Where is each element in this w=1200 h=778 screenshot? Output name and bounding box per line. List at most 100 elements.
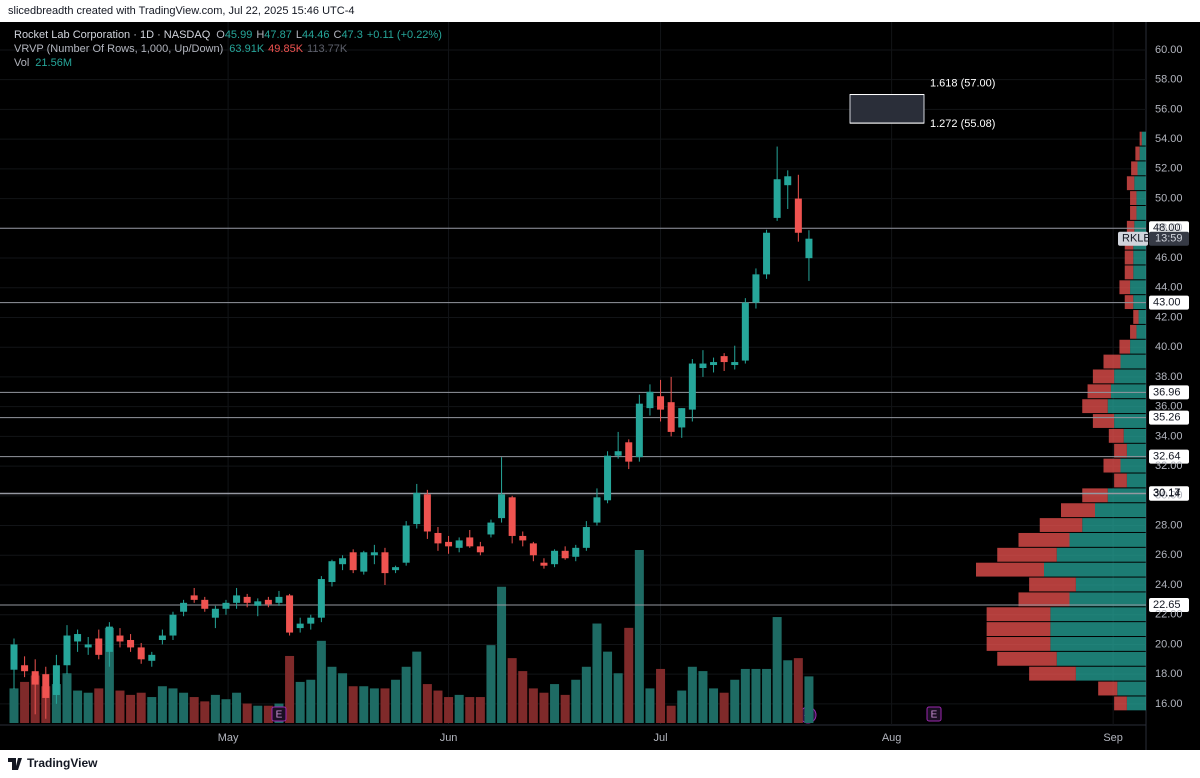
candle-body — [635, 403, 643, 458]
candle-body — [105, 626, 113, 652]
volume-bar — [422, 684, 432, 723]
volume-bar — [157, 686, 167, 723]
volume-bar — [94, 688, 104, 723]
volume-bar — [624, 627, 634, 723]
legend-line: Vol 21.56M — [14, 57, 72, 69]
x-tick-label: Jun — [440, 732, 458, 744]
candle-body — [307, 617, 315, 624]
candle-body — [445, 541, 453, 547]
candle-body — [519, 535, 527, 541]
y-tick-label: 34.00 — [1155, 430, 1183, 442]
y-tick-label: 46.00 — [1155, 252, 1183, 264]
profile-down — [1039, 518, 1083, 532]
volume-bar — [147, 697, 157, 723]
candle-body — [190, 595, 198, 600]
ohlc-key: H — [256, 29, 264, 41]
vrvp-name: VRVP (Number Of Rows, 1,000, Up/Down) — [14, 43, 223, 55]
vrvp-down: 49.85K — [268, 43, 304, 55]
candle-body — [476, 546, 484, 553]
candle-body — [370, 552, 378, 556]
volume-bar — [401, 666, 411, 723]
candle-body — [254, 601, 262, 606]
candle-body — [21, 665, 29, 672]
candle-body — [211, 608, 219, 618]
candle-body — [529, 543, 537, 556]
volume-bar — [232, 692, 242, 723]
volume-bar — [179, 692, 189, 723]
x-tick-label: May — [218, 732, 239, 744]
profile-up — [1141, 131, 1146, 146]
profile-down — [976, 562, 1044, 577]
x-tick-label: Sep — [1103, 732, 1123, 744]
candle-body — [551, 550, 559, 565]
profile-down — [1098, 681, 1118, 696]
volume-bar — [338, 673, 348, 723]
profile-down — [1114, 443, 1127, 458]
volume-bar — [497, 586, 507, 723]
y-tick-label: 48.00 — [1155, 222, 1183, 234]
candle-body — [487, 522, 495, 535]
candle-body — [720, 356, 728, 363]
profile-down — [1130, 191, 1137, 205]
profile-up — [1117, 681, 1146, 696]
candle-body — [201, 599, 209, 609]
profile-down — [1139, 131, 1142, 146]
y-tick-label: 58.00 — [1155, 74, 1183, 86]
price-line-label: 30.14 — [1153, 488, 1181, 500]
y-tick-label: 56.00 — [1155, 103, 1183, 115]
volume-bar — [380, 688, 390, 723]
profile-up — [1133, 295, 1146, 310]
candle-body — [614, 451, 622, 456]
y-tick-label: 52.00 — [1155, 163, 1183, 175]
credit: slicedbreadth created with TradingView.c… — [8, 5, 355, 17]
candle-body — [667, 402, 675, 432]
profile-up — [1139, 146, 1146, 161]
candle-body — [95, 638, 103, 655]
volume-bar — [528, 688, 538, 723]
fib-label: 1.272 (55.08) — [930, 118, 995, 130]
price-line-label: 36.96 — [1153, 386, 1181, 398]
profile-up — [1107, 488, 1146, 503]
profile-up — [1050, 637, 1146, 651]
profile-up — [1120, 354, 1146, 369]
profile-up — [1044, 562, 1146, 577]
volume-bar — [666, 705, 676, 723]
candle-body — [317, 579, 325, 618]
volume-bar — [719, 692, 729, 723]
candle-body — [466, 537, 474, 547]
candle-body — [582, 527, 590, 548]
candle-body — [10, 644, 18, 670]
profile-down — [1018, 592, 1070, 607]
profile-up — [1114, 414, 1146, 428]
volume-bar — [571, 679, 581, 723]
volume-name: Vol — [14, 57, 29, 69]
candle-body — [222, 602, 230, 609]
candle-body — [434, 532, 442, 544]
countdown-label: 13:59 — [1155, 233, 1183, 245]
volume-bar — [104, 627, 114, 723]
ohlc-value: 47.3 — [341, 29, 362, 41]
candle-body — [328, 561, 336, 583]
y-tick-label: 28.00 — [1155, 519, 1183, 531]
logo-icon — [8, 758, 22, 770]
countdown-tag — [1149, 231, 1189, 246]
volume-bar — [762, 668, 772, 723]
profile-up — [1107, 399, 1146, 414]
candle-body — [349, 552, 357, 571]
volume-bar — [550, 684, 560, 723]
profile-down — [1087, 384, 1111, 399]
candle-body — [508, 497, 516, 536]
candle-body — [540, 562, 548, 566]
candle-body — [413, 492, 421, 525]
y-tick-label: 32.00 — [1155, 460, 1183, 472]
candle-body — [286, 595, 294, 633]
profile-down — [1126, 176, 1135, 191]
price-line-label: 32.64 — [1153, 450, 1181, 462]
profile-down — [1029, 666, 1076, 681]
volume-bar — [581, 666, 591, 723]
candle-body — [604, 455, 612, 501]
candle-body — [423, 494, 431, 532]
y-tick-label: 60.00 — [1155, 44, 1183, 56]
candle-body — [148, 654, 156, 661]
volume-value: 21.56M — [35, 57, 72, 69]
